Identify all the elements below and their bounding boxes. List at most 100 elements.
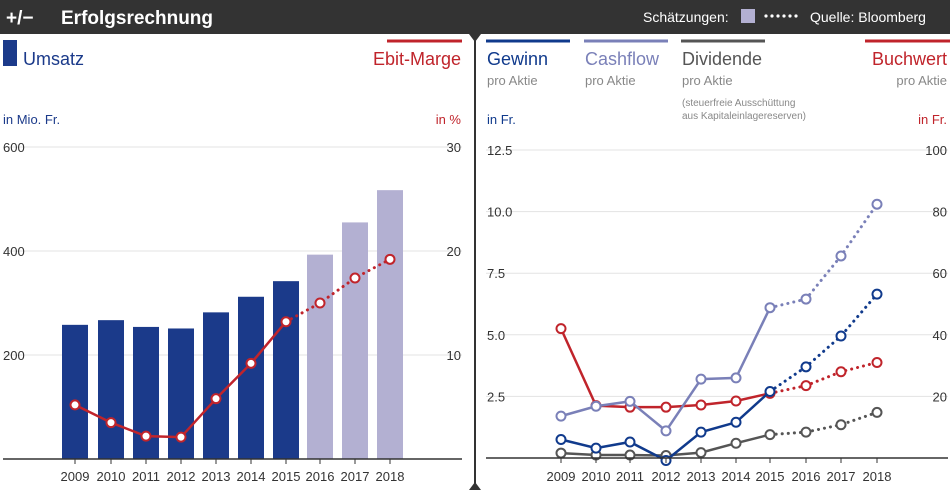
ebit-point (384, 253, 396, 265)
buchwert-point (695, 399, 707, 411)
right-y2-tick-label: 40 (933, 328, 947, 343)
right-x-tick-label: 2017 (827, 469, 856, 484)
estimates-legend-dots (764, 14, 798, 18)
panel-title: Erfolgsrechnung (61, 8, 213, 29)
cashflow-point (764, 302, 776, 314)
left-chart-ylabel-left: in Mio. Fr. (3, 112, 60, 127)
right-y2-tick-label: 60 (933, 266, 947, 281)
umsatz-legend-swatch (3, 40, 17, 66)
right-y-tick-label: 12.5 (487, 143, 512, 158)
gewinn-point (555, 434, 567, 446)
right-y-tick-label: 2.5 (487, 389, 505, 404)
left-y2-tick-label: 30 (447, 140, 461, 155)
ebit-point (314, 297, 326, 309)
umsatz-bar (98, 320, 124, 459)
gewinn-point (624, 436, 636, 448)
estimates-legend-dot (764, 14, 768, 18)
right-x-tick-label: 2014 (722, 469, 751, 484)
buchwert-line-actual (559, 328, 771, 409)
dividende-point (555, 447, 567, 459)
buchwert-point (835, 366, 847, 378)
umsatz-bar (62, 324, 88, 459)
buchwert-series (555, 323, 883, 413)
gewinn-legend-sub: pro Aktie (487, 73, 538, 88)
estimates-legend-dot (776, 14, 780, 18)
gewinn-point (764, 385, 776, 397)
ebit-point (140, 430, 152, 442)
right-y2-tick-label: 100 (925, 143, 947, 158)
buchwert-point (730, 395, 742, 407)
cashflow-point (660, 425, 672, 437)
estimates-legend-dot (794, 14, 798, 18)
dividende-point (871, 406, 883, 418)
gewinn-point (871, 288, 883, 300)
left-x-tick-label: 2015 (272, 469, 301, 484)
left-x-tick-label: 2013 (202, 469, 231, 484)
right-x-tick-label: 2010 (582, 469, 611, 484)
right-chart-ylabel-left: in Fr. (487, 112, 516, 127)
cashflow-legend-label: Cashflow (585, 49, 660, 69)
buchwert-point (555, 323, 567, 335)
expand-toggle-icon[interactable]: +/− (6, 8, 33, 29)
right-x-tick-label: 2016 (792, 469, 821, 484)
estimates-legend-label: Schätzungen: (643, 9, 729, 25)
ebit-legend-label: Ebit-Marge (373, 49, 461, 69)
left-y-tick-label: 600 (3, 140, 25, 155)
cashflow-line-estimate (768, 202, 879, 310)
dividende-point (764, 429, 776, 441)
divider-notch-top (469, 34, 481, 42)
ebit-point (349, 272, 361, 284)
buchwert-line-estimate (768, 361, 879, 395)
ebit-point (245, 357, 257, 369)
ebit-point (175, 431, 187, 443)
left-x-tick-label: 2012 (167, 469, 196, 484)
umsatz-legend-label: Umsatz (23, 49, 84, 69)
left-y2-tick-label: 20 (447, 244, 461, 259)
right-x-tick-label: 2009 (547, 469, 576, 484)
dividende-legend-sub: pro Aktie (682, 73, 733, 88)
buchwert-point (800, 380, 812, 392)
cashflow-point (730, 372, 742, 384)
cashflow-series (555, 198, 883, 437)
dividende-line-estimate (768, 410, 879, 437)
left-x-tick-label: 2016 (306, 469, 335, 484)
cashflow-point (624, 395, 636, 407)
ebit-point (69, 399, 81, 411)
umsatz-bar (342, 222, 368, 459)
gewinn-point (695, 426, 707, 438)
gewinn-legend-label: Gewinn (487, 49, 548, 69)
right-chart-axes: 2.5 5.0 7.5 10.0 12.5 20 40 60 80 100 2009 2010 2011… (486, 143, 948, 484)
right-x-tick-label: 2018 (863, 469, 892, 484)
left-x-tick-label: 2011 (132, 469, 160, 484)
dividende-point (835, 419, 847, 431)
left-x-tick-label: 2009 (61, 469, 90, 484)
left-y-tick-label: 200 (3, 348, 25, 363)
left-x-tick-label: 2017 (341, 469, 370, 484)
cashflow-point (555, 410, 567, 422)
cashflow-point (835, 250, 847, 262)
left-chart-ylabel-right: in % (436, 112, 462, 127)
header-bar (0, 0, 950, 34)
gewinn-line-estimate (768, 292, 879, 393)
right-x-tick-label: 2015 (756, 469, 785, 484)
umsatz-bar (203, 312, 229, 459)
right-x-tick-label: 2011 (616, 469, 644, 484)
dividende-legend-note: (steuerfreie Ausschüttung aus Kapitaleinl… (682, 98, 806, 122)
buchwert-legend-sub: pro Aktie (896, 73, 947, 88)
dividende-note-line: aus Kapitaleinlagereserven) (682, 111, 806, 122)
umsatz-bar (377, 190, 403, 459)
umsatz-bar (238, 296, 264, 459)
cashflow-point (871, 198, 883, 210)
buchwert-point (660, 401, 672, 413)
estimates-legend-dot (788, 14, 792, 18)
gewinn-point (730, 416, 742, 428)
dividende-legend-label: Dividende (682, 49, 762, 69)
buchwert-legend-label: Buchwert (872, 49, 947, 69)
ebit-line (69, 253, 396, 443)
umsatz-bar (273, 281, 299, 459)
ebit-point (105, 417, 117, 429)
estimates-legend-dot (770, 14, 774, 18)
ebit-point (210, 393, 222, 405)
